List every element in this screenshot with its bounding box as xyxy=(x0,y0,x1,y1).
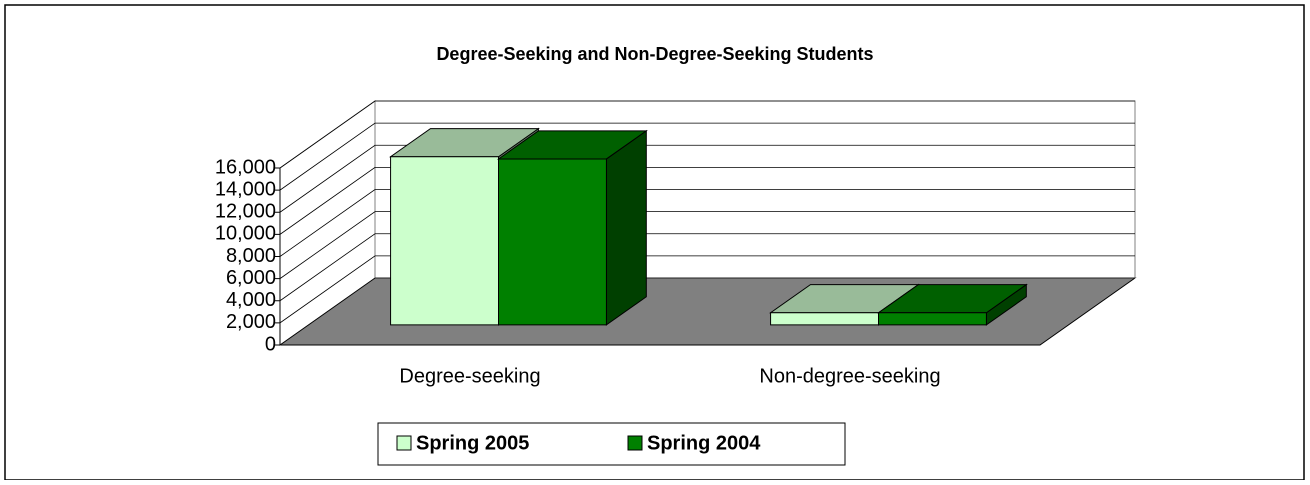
y-tick-label: 4,000 xyxy=(226,289,276,311)
y-tick-label: 10,000 xyxy=(215,223,276,245)
legend-label: Spring 2005 xyxy=(416,432,529,454)
grid-line xyxy=(279,277,1135,346)
grid-line xyxy=(279,100,1135,169)
legend-box xyxy=(377,422,846,466)
legend-swatch xyxy=(627,435,643,451)
y-tick-label: 8,000 xyxy=(226,245,276,267)
y-tick-label: 6,000 xyxy=(226,267,276,289)
grid-line xyxy=(279,144,1135,213)
grid-line xyxy=(279,211,1135,279)
grid-line xyxy=(279,233,1135,302)
bar xyxy=(498,158,607,326)
y-tick-label: 0 xyxy=(265,333,276,355)
x-tick-label: Non-degree-seeking xyxy=(759,365,940,387)
legend-swatch xyxy=(396,435,412,451)
bar xyxy=(878,312,987,326)
x-tick-label: Degree-seeking xyxy=(399,365,540,387)
y-tick-label: 12,000 xyxy=(215,201,276,223)
chart-title: Degree-Seeking and Non-Degree-Seeking St… xyxy=(436,44,873,64)
grid-line xyxy=(279,189,1135,257)
bar xyxy=(770,312,879,326)
y-tick-label: 16,000 xyxy=(215,156,276,178)
y-tick-label: 2,000 xyxy=(226,311,276,333)
bar xyxy=(390,156,499,326)
bar-side xyxy=(605,129,647,326)
grid-line xyxy=(279,166,1135,235)
legend-label: Spring 2004 xyxy=(647,432,761,454)
y-tick-label: 14,000 xyxy=(215,178,276,200)
grid-line xyxy=(279,255,1135,324)
grid-line xyxy=(279,122,1135,191)
